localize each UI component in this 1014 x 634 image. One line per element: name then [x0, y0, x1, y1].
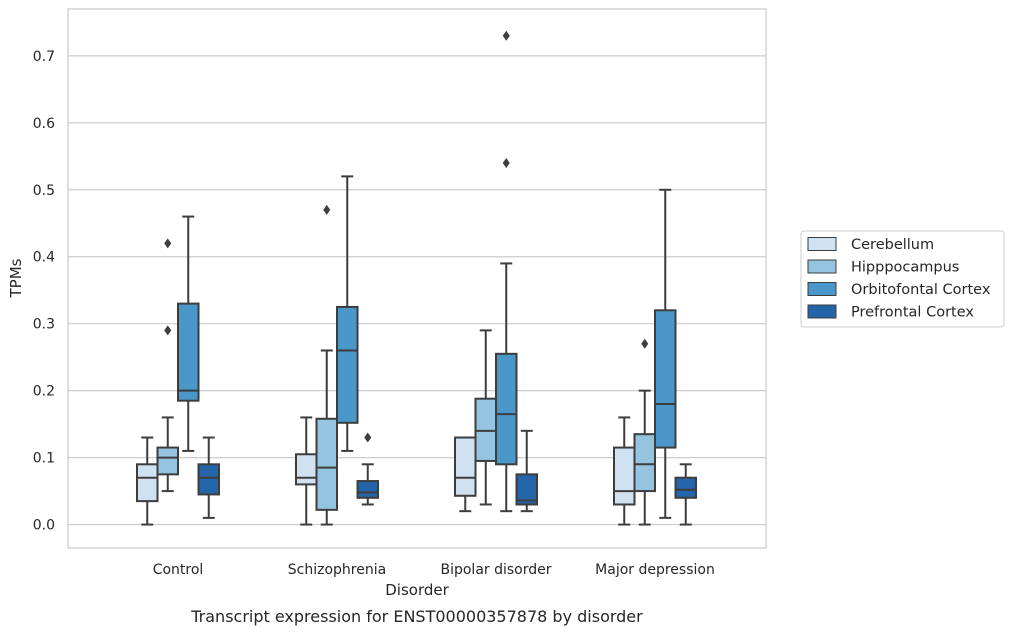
plot-area-frame	[67, 8, 767, 549]
y-tick-label: 0.4	[33, 250, 55, 266]
box-cerebellum	[613, 416, 636, 526]
outlier-point	[502, 158, 510, 168]
box-iqr	[136, 463, 159, 503]
box-hipppocampus	[474, 329, 497, 506]
box-orbitofontal-cortex	[495, 30, 518, 513]
y-tick-label: 0.6	[33, 116, 55, 132]
y-tick-label: 0.5	[33, 183, 55, 199]
box-iqr	[613, 446, 636, 506]
box-iqr	[177, 302, 200, 402]
x-tick-label: Schizophrenia	[288, 562, 386, 578]
outlier-point	[502, 30, 510, 41]
y-tick-label: 0.0	[33, 518, 55, 534]
legend-item: Orbitofontal Cortex	[807, 282, 991, 298]
legend-label: Orbitofontal Cortex	[851, 282, 991, 298]
chart-caption: Transcript expression for ENST0000035787…	[190, 607, 643, 626]
x-tick-labels: Control Schizophrenia Bipolar disorder Majo…	[153, 562, 715, 578]
box-hipppocampus	[315, 204, 338, 526]
box-iqr	[474, 397, 497, 462]
box-iqr	[454, 436, 477, 497]
box-cerebellum	[454, 436, 477, 513]
legend-swatch	[807, 237, 837, 251]
box-iqr	[674, 476, 697, 499]
y-tick-label: 0.7	[33, 49, 55, 65]
box-hipppocampus	[633, 338, 656, 526]
boxes-layer	[136, 30, 697, 526]
legend-item: Hipppocampus	[807, 259, 959, 276]
legend-swatch	[807, 304, 837, 319]
outlier-point	[164, 238, 172, 249]
legend-swatch	[807, 259, 837, 274]
box-iqr	[336, 305, 359, 424]
legend-frame	[800, 230, 1005, 328]
legend-swatch	[807, 282, 837, 296]
legend-item: Cerebellum	[807, 237, 934, 253]
box-iqr	[197, 463, 220, 496]
x-axis-label: Disorder	[385, 581, 449, 599]
box-cerebellum	[295, 416, 318, 526]
outlier-point	[641, 338, 649, 349]
box-prefrontal-cortex	[197, 436, 220, 519]
y-axis-label: TPMs	[7, 258, 25, 298]
x-tick-label: Major depression	[595, 562, 715, 578]
y-tick-label: 0.3	[33, 317, 55, 333]
box-iqr	[156, 446, 179, 476]
x-tick-label: Bipolar disorder	[440, 562, 551, 578]
box-orbitofontal-cortex	[177, 215, 200, 452]
outlier-point	[364, 432, 372, 443]
box-iqr	[654, 309, 677, 449]
box-iqr	[295, 453, 318, 486]
box-orbitofontal-cortex	[654, 188, 677, 519]
x-tick-label: Control	[153, 562, 204, 578]
y-tick-label: 0.1	[33, 451, 55, 467]
y-tick-label: 0.2	[33, 384, 55, 400]
box-hipppocampus	[156, 238, 179, 493]
box-iqr	[515, 473, 538, 506]
outlier-point	[164, 325, 172, 336]
box-prefrontal-cortex	[515, 429, 538, 513]
y-tick-labels: 0.0 0.1 0.2 0.3 0.4 0.5 0.6 0.7	[33, 49, 55, 534]
box-iqr	[315, 417, 338, 511]
legend-item: Prefrontal Cortex	[807, 304, 974, 321]
box-prefrontal-cortex	[356, 432, 379, 506]
box-orbitofontal-cortex	[336, 175, 359, 452]
legend-label: Cerebellum	[851, 237, 934, 253]
outlier-point	[323, 204, 331, 215]
legend: Cerebellum Hipppocampus Orbitofontal Corte…	[800, 230, 1005, 328]
box-cerebellum	[136, 436, 159, 526]
box-iqr	[495, 352, 518, 466]
box-iqr	[356, 480, 379, 499]
legend-label: Prefrontal Cortex	[851, 305, 974, 321]
legend-label: Hipppocampus	[851, 260, 959, 276]
box-iqr	[633, 433, 656, 493]
box-prefrontal-cortex	[674, 463, 697, 526]
